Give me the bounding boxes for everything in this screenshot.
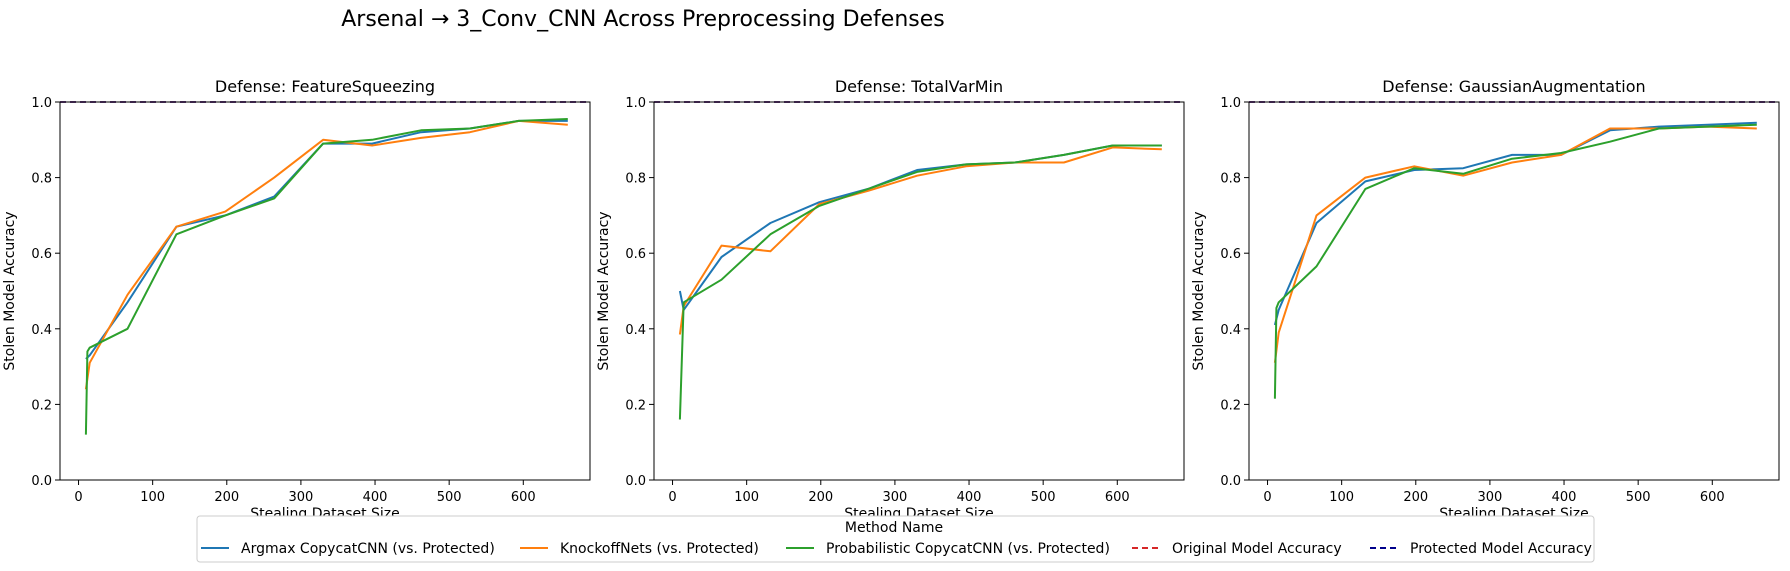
x-tick-label: 300 [1477, 490, 1502, 505]
series-line-1 [678, 144, 1162, 311]
legend-box [196, 515, 1595, 563]
x-tick-label: 500 [437, 490, 462, 505]
y-tick-label: 0.4 [1220, 323, 1241, 338]
x-tick-label: 400 [957, 490, 982, 505]
chart-panel-2: Defense: TotalVarMin 0 100 200 300 400 500 600 0… [596, 77, 1185, 522]
legend-label-4: Original Model Accuracy [1172, 541, 1342, 557]
plot-frame [653, 101, 1185, 481]
x-tick-label: 300 [882, 490, 907, 505]
y-tick-label: 0.0 [1220, 474, 1241, 489]
x-tick-label: 400 [363, 490, 388, 505]
series-line-2 [84, 119, 568, 390]
x-tick-label: 500 [1626, 490, 1651, 505]
y-tick-label: 1.0 [31, 96, 52, 111]
x-tick-label: 0 [668, 490, 676, 505]
y-axis-label: Stolen Model Accuracy [596, 211, 612, 370]
x-tick-label: 400 [1552, 490, 1577, 505]
y-tick-label: 0.2 [31, 398, 52, 413]
x-tick-label: 300 [288, 490, 313, 505]
y-tick-label: 0.4 [31, 323, 52, 338]
x-tick-label: 0 [1263, 490, 1271, 505]
y-tick-label: 1.0 [1220, 96, 1241, 111]
series-line-1 [1273, 121, 1757, 326]
y-tick-label: 0.2 [1220, 398, 1241, 413]
y-tick-label: 0.0 [625, 474, 646, 489]
x-tick-label: 600 [1700, 490, 1725, 505]
y-tick-label: 0.0 [31, 474, 52, 489]
x-tick-label: 200 [214, 490, 239, 505]
legend-label-3: Probabilistic CopycatCNN (vs. Protected) [826, 541, 1110, 557]
y-tick-label: 0.4 [625, 323, 646, 338]
panel-title: Defense: TotalVarMin [835, 77, 1003, 96]
chart-panels: Defense: FeatureSqueezing 0 100 200 300 400 50… [2, 77, 1780, 522]
series-line-3 [678, 144, 1162, 420]
y-axis-label: Stolen Model Accuracy [2, 211, 18, 370]
legend-label-5: Protected Model Accuracy [1410, 541, 1592, 557]
x-tick-label: 600 [511, 490, 536, 505]
x-tick-label: 100 [734, 490, 759, 505]
x-tick-label: 600 [1105, 490, 1130, 505]
x-tick-label: 200 [1403, 490, 1428, 505]
series-line-3 [84, 118, 568, 435]
x-tick-label: 200 [808, 490, 833, 505]
panel-title: Defense: GaussianAugmentation [1382, 77, 1645, 96]
y-tick-label: 0.8 [1220, 172, 1241, 187]
x-tick-label: 0 [74, 490, 82, 505]
y-tick-label: 0.2 [625, 398, 646, 413]
series-line-1 [85, 119, 568, 360]
x-tick-label: 100 [140, 490, 165, 505]
y-axis-label: Stolen Model Accuracy [1191, 211, 1207, 370]
series-line-2 [678, 146, 1162, 335]
legend-label-1: Argmax CopycatCNN (vs. Protected) [241, 541, 495, 557]
y-tick-label: 0.6 [31, 247, 52, 262]
y-tick-label: 0.6 [625, 247, 646, 262]
plot-frame [1248, 101, 1780, 481]
y-tick-label: 0.8 [625, 172, 646, 187]
legend-title: Method Name [845, 520, 943, 536]
chart-panel-1: Defense: FeatureSqueezing 0 100 200 300 400 50… [2, 77, 591, 522]
y-tick-label: 0.8 [31, 172, 52, 187]
x-tick-label: 500 [1031, 490, 1056, 505]
y-tick-label: 1.0 [625, 96, 646, 111]
y-tick-label: 0.6 [1220, 247, 1241, 262]
chart-panel-3: Defense: GaussianAugmentation 0 100 200 300 4… [1191, 77, 1780, 522]
legend: Method Name Argmax CopycatCNN (vs. Protec… [196, 515, 1595, 563]
legend-label-2: KnockoffNets (vs. Protected) [560, 541, 759, 557]
panel-title: Defense: FeatureSqueezing [215, 77, 435, 96]
figure-title: Arsenal → 3_Conv_CNN Across Preprocessin… [341, 7, 945, 32]
series-line-2 [1273, 125, 1757, 363]
series-line-3 [1273, 123, 1757, 399]
x-tick-label: 100 [1329, 490, 1354, 505]
plot-frame [59, 101, 591, 481]
